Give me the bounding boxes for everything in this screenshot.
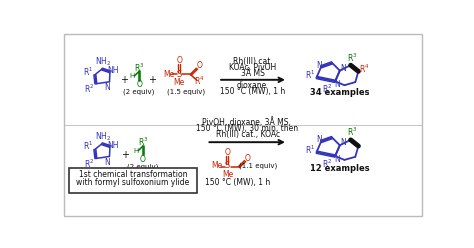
Text: R$^3$: R$^3$ [134,61,144,74]
Text: PivOH, dioxane, 3Å MS,: PivOH, dioxane, 3Å MS, [202,117,291,127]
Text: 3Å MS: 3Å MS [241,69,265,78]
Text: 1st chemical transformation: 1st chemical transformation [79,170,187,179]
Text: R$^1$: R$^1$ [83,65,93,78]
Text: NH: NH [108,66,119,75]
Text: Rh(III) cat.: Rh(III) cat. [233,57,273,66]
Text: R$^2$: R$^2$ [84,157,95,170]
Text: R$^3$: R$^3$ [347,126,357,138]
Text: Me: Me [211,161,222,170]
Text: S: S [177,70,182,79]
Text: N: N [316,135,322,144]
Text: (2 equiv): (2 equiv) [123,89,155,95]
Text: O: O [225,149,230,157]
Text: O: O [140,155,146,164]
Text: O: O [176,56,182,65]
Text: N: N [104,158,110,167]
Text: (1.1 equiv): (1.1 equiv) [239,162,278,169]
Text: Rh(III) cat., KOAc: Rh(III) cat., KOAc [216,130,281,139]
Text: +: + [148,75,156,85]
Text: R$^3$: R$^3$ [138,136,148,148]
Text: 12 examples: 12 examples [310,164,370,173]
Text: R$^4$: R$^4$ [359,63,369,75]
Text: R$^4$: R$^4$ [193,74,204,87]
Text: Me: Me [174,78,185,87]
Text: R$^3$: R$^3$ [347,51,357,64]
Text: N: N [316,61,322,70]
Text: R$^1$: R$^1$ [305,69,316,81]
Text: with formyl sulfoxonium ylide: with formyl sulfoxonium ylide [76,178,190,187]
Text: R$^2$: R$^2$ [84,83,95,95]
Text: 34 examples: 34 examples [310,88,370,97]
FancyBboxPatch shape [64,34,422,216]
Text: O: O [136,80,142,89]
Text: NH$_2$: NH$_2$ [95,56,111,68]
Text: KOAc, PivOH: KOAc, PivOH [229,63,277,72]
Text: +: + [119,75,128,85]
Text: S: S [225,161,230,170]
Text: NH$_2$: NH$_2$ [95,130,111,143]
Text: 150 °C (MW), 1 h: 150 °C (MW), 1 h [220,87,286,96]
Text: Me: Me [222,170,233,179]
Text: (2 equiv): (2 equiv) [127,164,159,170]
Text: H: H [133,148,138,154]
Text: R$^2$: R$^2$ [322,83,333,95]
Text: H: H [129,73,135,79]
Text: N: N [334,155,339,164]
Text: 150 °C (MW), 1 h: 150 °C (MW), 1 h [205,178,270,187]
Text: 150 °C (MW), 30 min, then: 150 °C (MW), 30 min, then [196,124,298,133]
Text: R$^1$: R$^1$ [305,144,316,156]
FancyBboxPatch shape [69,168,197,193]
Text: NH: NH [108,141,119,150]
Text: N: N [334,80,339,89]
Text: N: N [104,83,110,92]
Text: Me: Me [163,70,174,79]
Text: dioxane: dioxane [237,81,266,90]
Text: N: N [340,64,346,73]
Text: O: O [245,154,251,163]
Text: N: N [340,138,346,148]
Text: R$^2$: R$^2$ [322,157,333,170]
Text: (1.5 equiv): (1.5 equiv) [166,89,205,95]
Text: +: + [121,150,129,159]
Text: O: O [197,62,202,70]
Text: R$^1$: R$^1$ [83,140,93,152]
